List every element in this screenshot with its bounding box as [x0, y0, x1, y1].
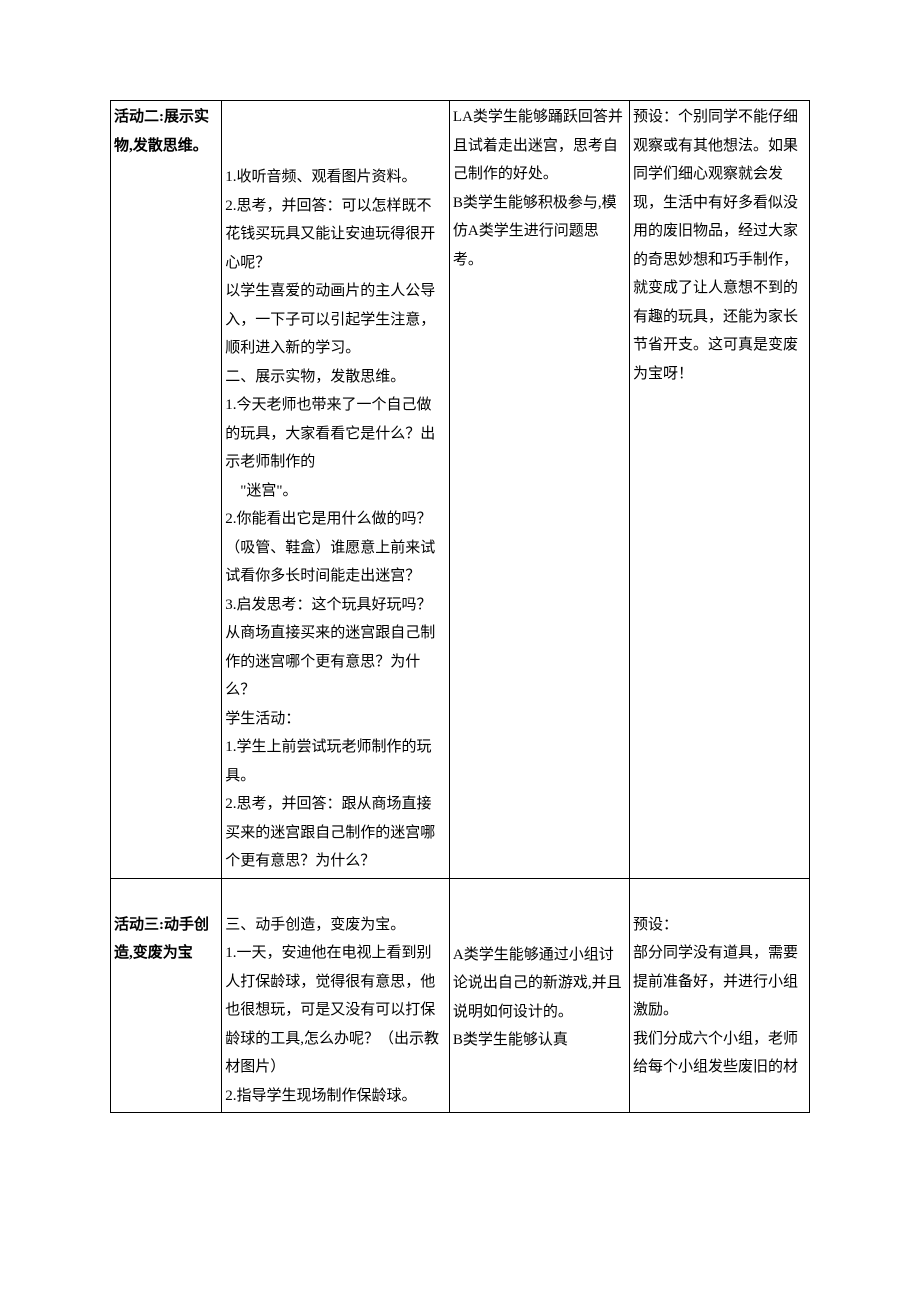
activity-title: 活动二:展示实物,发散思维。 [114, 109, 209, 154]
student-activity-cell: A类学生能够通过小组讨论说出自己的新游戏,并且说明如何设计的。 B类学生能够认真 [449, 878, 629, 1113]
activity-label-cell: 活动二:展示实物,发散思维。 [111, 101, 222, 879]
student-activity-cell: LA类学生能够踊跃回答并且试着走出迷宫，思考自己制作的好处。 B类学生能够积极参… [449, 101, 629, 879]
cell-text: 三、动手创造，变废为宝。 1.一天，安迪他在电视上看到别人打保龄球，觉得很有意思… [225, 911, 446, 1111]
cell-text: LA类学生能够踊跃回答并且试着走出迷宫，思考自己制作的好处。 B类学生能够积极参… [453, 103, 626, 274]
cell-text: 预设： 部分同学没有道具，需要提前准备好，并进行小组激励。 我们分成六个小组，老… [633, 911, 806, 1082]
cell-text: A类学生能够通过小组讨论说出自己的新游戏,并且说明如何设计的。 B类学生能够认真 [453, 941, 626, 1055]
table-row: 活动二:展示实物,发散思维。 1.收听音频、观看图片资料。 2.思考，并回答：可… [111, 101, 810, 879]
notes-cell: 预设： 部分同学没有道具，需要提前准备好，并进行小组激励。 我们分成六个小组，老… [629, 878, 809, 1113]
teacher-activity-cell: 三、动手创造，变废为宝。 1.一天，安迪他在电视上看到别人打保龄球，觉得很有意思… [222, 878, 450, 1113]
table-row: 活动三:动手创造,变废为宝 三、动手创造，变废为宝。 1.一天，安迪他在电视上看… [111, 878, 810, 1113]
cell-text: 1.收听音频、观看图片资料。 2.思考，并回答：可以怎样既不花钱买玩具又能让安迪… [225, 163, 446, 876]
cell-text: 预设：个别同学不能仔细观察或有其他想法。如果同学们细心观察就会发现，生活中有好多… [633, 103, 806, 388]
lesson-plan-table: 活动二:展示实物,发散思维。 1.收听音频、观看图片资料。 2.思考，并回答：可… [110, 100, 810, 1113]
notes-cell: 预设：个别同学不能仔细观察或有其他想法。如果同学们细心观察就会发现，生活中有好多… [629, 101, 809, 879]
activity-title: 活动三:动手创造,变废为宝 [114, 917, 209, 962]
activity-label-cell: 活动三:动手创造,变废为宝 [111, 878, 222, 1113]
teacher-activity-cell: 1.收听音频、观看图片资料。 2.思考，并回答：可以怎样既不花钱买玩具又能让安迪… [222, 101, 450, 879]
document-page: 活动二:展示实物,发散思维。 1.收听音频、观看图片资料。 2.思考，并回答：可… [0, 0, 920, 1173]
